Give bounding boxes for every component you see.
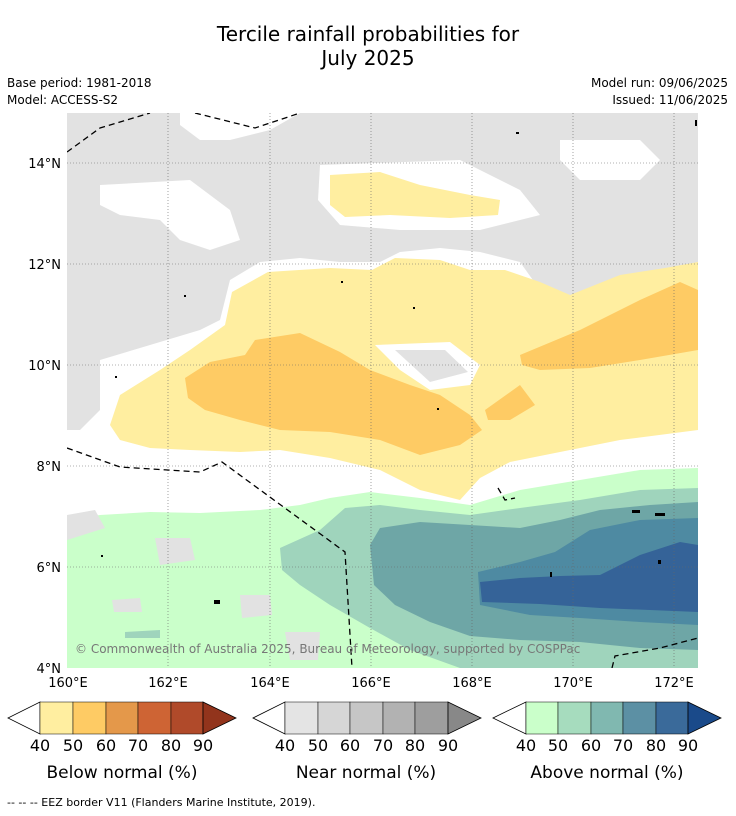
lat-label: 12°N	[28, 258, 61, 273]
legend-tick: 40	[516, 736, 536, 755]
below-normal-40-north	[330, 172, 500, 218]
title-line-1: Tercile rainfall probabilities for	[216, 22, 520, 46]
legend-tick: 50	[63, 736, 83, 755]
legend-title-above: Above normal (%)	[530, 763, 683, 783]
legend-tick: 70	[128, 736, 148, 755]
base-period: Base period: 1981-2018	[7, 76, 152, 90]
legend-ticks-above: 40 50 60 70 80 90	[516, 736, 698, 755]
legend-tick: 40	[30, 736, 50, 755]
lat-label: 6°N	[37, 561, 62, 576]
lat-axis: 14°N 12°N 10°N 8°N 6°N 4°N	[28, 157, 61, 677]
lon-label: 166°E	[351, 676, 391, 691]
meta-right: Model run: 09/06/2025 Issued: 11/06/2025	[591, 75, 728, 109]
copyright-notice: © Commonwealth of Australia 2025, Bureau…	[75, 642, 580, 656]
legend-tick: 90	[193, 736, 213, 755]
legend-near	[252, 701, 482, 735]
legend-tick: 80	[646, 736, 666, 755]
legend-tick: 50	[308, 736, 328, 755]
lat-label: 8°N	[37, 460, 62, 475]
legend-tick: 80	[405, 736, 425, 755]
issued-date: Issued: 11/06/2025	[612, 93, 728, 107]
legend-ticks-near: 40 50 60 70 80 90	[275, 736, 458, 755]
meta-left: Base period: 1981-2018 Model: ACCESS-S2	[7, 75, 152, 109]
legend-tick: 80	[161, 736, 181, 755]
above-normal-80-region	[480, 542, 698, 612]
lon-label: 168°E	[452, 676, 492, 691]
map-fields	[67, 113, 698, 668]
legend-tick: 90	[678, 736, 698, 755]
gridlines	[67, 113, 698, 668]
legend-tick: 70	[373, 736, 393, 755]
lat-label: 10°N	[28, 359, 61, 374]
lat-label: 4°N	[37, 662, 62, 677]
eez-footnote: -- -- -- EEZ border V11 (Flanders Marine…	[7, 796, 316, 809]
legend-tick: 60	[340, 736, 360, 755]
legend-tick: 70	[613, 736, 633, 755]
legend-title-near: Near normal (%)	[296, 763, 436, 783]
legend-tick: 40	[275, 736, 295, 755]
legend-title-below: Below normal (%)	[47, 763, 198, 783]
model-name: Model: ACCESS-S2	[7, 93, 119, 107]
legend-tick: 60	[96, 736, 116, 755]
lon-label: 160°E	[48, 676, 88, 691]
eez-borders	[67, 113, 698, 668]
lon-label: 172°E	[654, 676, 694, 691]
legend-ticks-below: 40 50 60 70 80 90	[30, 736, 213, 755]
lon-label: 170°E	[553, 676, 593, 691]
page-title: Tercile rainfall probabilities for July …	[0, 22, 736, 70]
model-run: Model run: 09/06/2025	[590, 76, 728, 90]
below-normal-50-region	[185, 333, 482, 455]
near-normal-region	[67, 113, 698, 430]
islands	[101, 120, 697, 604]
lon-axis: 160°E 162°E 164°E 166°E 168°E 170°E 172°…	[48, 676, 694, 691]
legend-tick: 60	[581, 736, 601, 755]
title-line-2: July 2025	[321, 46, 415, 70]
legend-above	[492, 701, 722, 735]
legend-below	[7, 701, 237, 735]
legend-titles: Below normal (%) Near normal (%) Above n…	[47, 763, 684, 783]
lon-label: 164°E	[250, 676, 290, 691]
lon-label: 162°E	[148, 676, 188, 691]
below-normal-40-region	[110, 258, 698, 500]
lat-label: 14°N	[28, 157, 61, 172]
legend-tick: 90	[438, 736, 458, 755]
legend-tick: 50	[548, 736, 568, 755]
